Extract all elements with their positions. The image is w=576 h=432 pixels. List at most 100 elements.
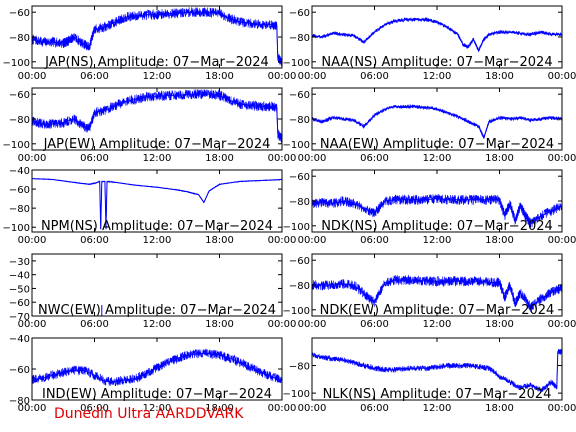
x-tick-label: 00:00 <box>548 319 576 330</box>
chart-panel: 00:00 06:00 12:00 18:00 00:00 −100 −80 −60 NDK(E… <box>283 253 576 330</box>
chart-title: JAP(NS) Amplitude: 07−Mar−2024 <box>44 55 269 70</box>
chart-title: NAA(NS) Amplitude: 07−Mar−2024 <box>321 55 552 70</box>
series-noise-trace <box>311 16 563 52</box>
x-tick-label: 00:00 <box>268 153 297 164</box>
x-tick-label: 00:00 <box>268 235 297 246</box>
x-tick-label: 00:00 <box>268 319 297 330</box>
chart-panel: 00:00 06:00 12:00 18:00 00:00 −100 −80 NLK(NS) … <box>283 337 576 414</box>
x-tick-label: 18:00 <box>205 403 234 414</box>
y-tick-label: −50 <box>9 284 30 295</box>
chart-panel: 00:00 06:00 12:00 18:00 00:00−100−80−60−40NP… <box>3 166 297 246</box>
chart-title: NPM(NS) Amplitude: 07−Mar−2024 <box>41 219 273 234</box>
x-tick-label: 00:00 <box>548 71 576 82</box>
x-tick-label: 00:00 <box>548 403 576 414</box>
chart-panel: 00:00 06:00 12:00 18:00 00:00 −100 −80 −60 NAA(E… <box>283 87 576 164</box>
y-tick-label: −80 <box>9 204 30 215</box>
series-line <box>311 106 563 139</box>
y-tick-label: −80 <box>9 33 30 44</box>
series-line <box>31 178 283 230</box>
y-tick-label: −60 <box>9 185 30 196</box>
y-tick-label: −80 <box>289 33 310 44</box>
x-tick-label: 12:00 <box>143 71 172 82</box>
credit-text: Dunedin Ultra AARDDVARK <box>54 406 244 422</box>
chart-title: JAP(EW) Amplitude: 07−Mar−2024 <box>43 137 271 152</box>
y-tick-label: −40 <box>9 271 30 282</box>
y-tick-label: −80 <box>289 281 310 292</box>
x-tick-label: 06:00 <box>80 235 109 246</box>
x-tick-label: 12:00 <box>423 71 452 82</box>
chart-title: NLK(NS) Amplitude: 07−Mar−2024 <box>323 387 552 402</box>
x-tick-label: 06:00 <box>360 235 389 246</box>
series-line <box>311 19 562 52</box>
chart-panel: 00:00 06:00 12:00 18:00 00:00−70−60−50−40−30… <box>9 253 297 330</box>
chart-title: NDK(NS) Amplitude: 07−Mar−2024 <box>321 219 553 234</box>
x-tick-label: 00:00 <box>18 319 47 330</box>
chart-title: NAA(EW) Amplitude: 07−Mar−2024 <box>320 137 554 152</box>
x-tick-label: 00:00 <box>18 235 47 246</box>
y-tick-label: −60 <box>289 90 310 101</box>
y-tick-label: −80 <box>9 115 30 126</box>
x-tick-label: 18:00 <box>485 71 514 82</box>
series-noise-trace <box>311 348 563 393</box>
x-tick-label: 12:00 <box>423 403 452 414</box>
x-tick-label: 06:00 <box>80 319 109 330</box>
y-tick-label: −100 <box>283 140 310 151</box>
x-tick-label: 12:00 <box>143 235 172 246</box>
x-tick-label: 18:00 <box>205 235 234 246</box>
x-tick-label: 00:00 <box>298 71 327 82</box>
x-tick-label: 00:00 <box>298 319 327 330</box>
y-tick-label: −40 <box>9 166 30 177</box>
series-noise-trace <box>31 89 283 143</box>
x-tick-label: 12:00 <box>143 403 172 414</box>
series-line <box>31 93 283 140</box>
x-tick-label: 06:00 <box>80 153 109 164</box>
y-tick-label: −30 <box>9 257 30 268</box>
chart-panel: 00:00 06:00 12:00 18:00 00:00 −100 −80 −60 NDK(N… <box>283 169 576 246</box>
x-tick-label: 00:00 <box>18 71 47 82</box>
chart-panel: 00:00 06:00 12:00 18:00 00:00 −100 −80 −60 NAA(N… <box>283 5 576 82</box>
chart-title: NWC(EW) Amplitude: 07−Mar−2024 <box>38 303 276 318</box>
x-tick-label: 06:00 <box>360 319 389 330</box>
chart-panel: 00:00 06:00 12:00 18:00 00:00−80−60−40IND(EW… <box>9 334 297 414</box>
series-line <box>311 197 563 224</box>
x-tick-label: 18:00 <box>485 153 514 164</box>
chart-title: IND(EW) Amplitude: 07−Mar−2024 <box>42 387 272 402</box>
y-tick-label: −80 <box>289 197 310 208</box>
x-tick-label: 12:00 <box>423 153 452 164</box>
y-tick-label: −60 <box>289 172 310 183</box>
x-tick-label: 00:00 <box>268 403 297 414</box>
y-tick-label: −100 <box>283 389 310 400</box>
x-tick-label: 06:00 <box>80 71 109 82</box>
y-tick-label: −60 <box>9 90 30 101</box>
x-tick-label: 18:00 <box>485 403 514 414</box>
x-tick-label: 06:00 <box>360 71 389 82</box>
series-line <box>31 353 283 382</box>
x-tick-label: 00:00 <box>548 153 576 164</box>
x-tick-label: 00:00 <box>548 235 576 246</box>
x-tick-label: 12:00 <box>143 319 172 330</box>
y-tick-label: −60 <box>289 256 310 267</box>
chart-panel: 00:00 06:00 12:00 18:00 00:00 −100 −80 −60 JAP(N… <box>3 5 296 82</box>
x-tick-label: 12:00 <box>423 319 452 330</box>
y-tick-label: −60 <box>9 365 30 376</box>
x-tick-label: 12:00 <box>143 153 172 164</box>
x-tick-label: 06:00 <box>360 403 389 414</box>
series-line <box>31 11 283 63</box>
x-tick-label: 18:00 <box>205 71 234 82</box>
series-noise-trace <box>311 103 563 139</box>
y-tick-label: −100 <box>3 140 30 151</box>
x-tick-label: 12:00 <box>423 235 452 246</box>
y-tick-label: −60 <box>289 8 310 19</box>
x-tick-label: 00:00 <box>18 403 47 414</box>
y-tick-label: −100 <box>283 306 310 317</box>
x-tick-label: 18:00 <box>485 319 514 330</box>
x-tick-label: 18:00 <box>485 235 514 246</box>
x-tick-label: 06:00 <box>80 403 109 414</box>
x-tick-label: 18:00 <box>205 319 234 330</box>
y-tick-label: −60 <box>9 8 30 19</box>
x-tick-label: 18:00 <box>205 153 234 164</box>
y-tick-label: −80 <box>9 396 30 407</box>
x-tick-label: 06:00 <box>360 153 389 164</box>
x-tick-label: 00:00 <box>298 403 327 414</box>
